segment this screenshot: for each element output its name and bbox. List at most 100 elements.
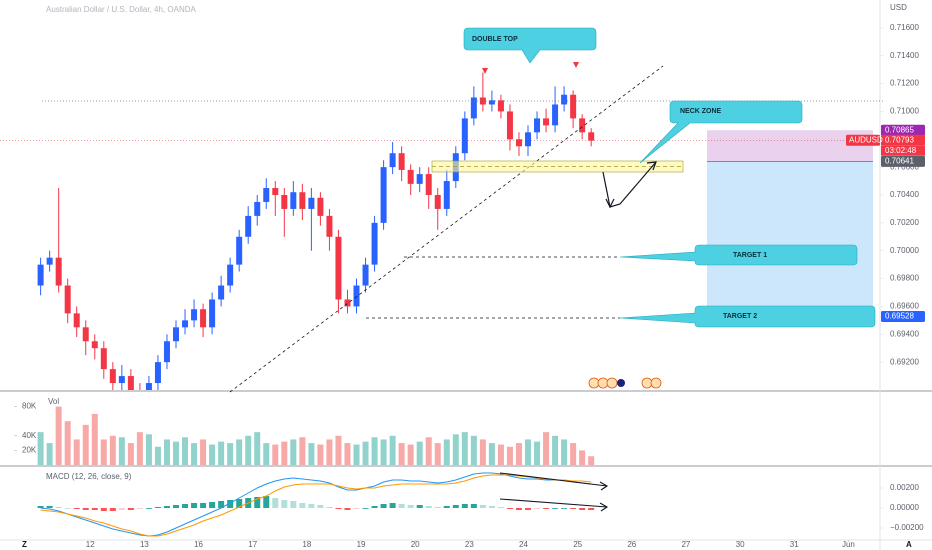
volume-bar (55, 406, 62, 465)
volume-bar (118, 437, 125, 465)
volume-bar (136, 432, 143, 465)
callout-text: TARGET 1 (733, 252, 767, 259)
volume-bar (281, 441, 288, 465)
macd-histogram-bar (552, 508, 559, 509)
macd-histogram-bar (37, 506, 44, 508)
price-marker-bg (881, 124, 925, 136)
volume-bar (534, 441, 541, 465)
event-icon (650, 377, 662, 389)
candle-body (245, 215, 252, 237)
macd-histogram-bar (515, 508, 522, 510)
volume-bar (73, 439, 80, 465)
countdown-bg (881, 145, 925, 156)
volume-bar (479, 439, 486, 465)
volume-bar (145, 434, 152, 465)
arrow-head (599, 502, 609, 512)
candle-body (506, 111, 513, 140)
candle-body (200, 309, 207, 328)
y-tick-label: 0.69600 (890, 302, 919, 311)
volume-bar (434, 443, 441, 465)
candle-body (55, 257, 62, 286)
x-tick-label: 18 (302, 540, 311, 549)
projection-arrow (602, 161, 657, 208)
volume-bar (407, 444, 414, 465)
candle-body (46, 257, 53, 265)
candle-body (479, 97, 486, 105)
candle-body (100, 348, 107, 370)
macd-histogram-bar (579, 508, 586, 510)
volume-bar (200, 439, 207, 465)
candle-body (371, 222, 378, 265)
volume-bar (37, 432, 44, 465)
volume-bar (308, 443, 315, 465)
arrow-head (605, 198, 615, 209)
volume-bar (371, 437, 378, 465)
macd-tick-label: 0.00200 (890, 483, 919, 492)
macd-histogram-bar (73, 508, 80, 509)
candle-body (281, 195, 288, 209)
callout-box (619, 305, 876, 328)
macd-histogram-bar (425, 506, 432, 508)
candle-body (570, 94, 577, 119)
macd-histogram-bar (479, 505, 486, 508)
macd-histogram-bar (543, 508, 550, 509)
volume-bar (570, 443, 577, 465)
x-tick-label: 17 (248, 540, 257, 549)
candle-body (525, 132, 531, 147)
volume-bar (64, 421, 71, 465)
volume-bar (398, 443, 405, 465)
volume-bar (290, 439, 297, 465)
candle-body (91, 341, 98, 349)
event-icons (588, 377, 662, 389)
volume-bar (236, 439, 243, 465)
y-tick-label: 0.70200 (890, 218, 919, 227)
event-icon (588, 377, 600, 389)
x-tick-label: 19 (357, 540, 366, 549)
macd-histogram-bar (434, 507, 441, 508)
price-marker-label: 0.70793 (885, 135, 914, 144)
volume-bar (100, 439, 107, 465)
macd-histogram-bar (299, 503, 306, 508)
macd-histogram-bar (308, 504, 315, 508)
macd-histogram-bar (109, 508, 116, 511)
volume-bar (299, 437, 306, 465)
candle-body (470, 97, 477, 119)
candle-body (579, 118, 586, 133)
top-marker (573, 62, 579, 68)
candle-body (308, 197, 315, 209)
timezone-icon[interactable]: Z (22, 540, 27, 549)
volume-bar (263, 443, 270, 465)
risk-zone (707, 130, 873, 162)
candle-body (317, 197, 324, 216)
macd-histogram-bar (326, 507, 333, 508)
macd-histogram-bar (497, 507, 504, 508)
callout-box (463, 27, 597, 64)
candle-body (236, 236, 243, 265)
macd-histogram-bar (236, 499, 243, 508)
volume-bar (227, 443, 234, 465)
volume-bar (443, 439, 450, 465)
y-tick-label: 0.71400 (890, 51, 919, 60)
macd-histogram-bar (127, 508, 134, 510)
macd-histogram-bar (191, 503, 198, 508)
callout: TARGET 2 (619, 305, 876, 328)
price-marker-label: 0.70641 (885, 157, 914, 166)
y-tick-label: 0.70400 (890, 190, 919, 199)
auto-scale-button[interactable]: A (906, 540, 912, 549)
volume-bar (461, 432, 468, 465)
candle-body (425, 174, 432, 195)
macd-histogram-bar (46, 506, 53, 508)
candle-body (461, 118, 468, 154)
macd-histogram-bar (82, 508, 89, 510)
countdown-label: 03:02:48 (885, 146, 917, 155)
x-tick-label: 20 (411, 540, 420, 549)
macd-histogram-bar (227, 500, 234, 508)
candle-body (127, 376, 134, 390)
volume-label: Vol (48, 397, 59, 406)
candle-body (515, 139, 522, 147)
macd-histogram-bar (461, 504, 468, 508)
candle-body (380, 167, 387, 223)
macd-histogram-bar (91, 508, 98, 510)
